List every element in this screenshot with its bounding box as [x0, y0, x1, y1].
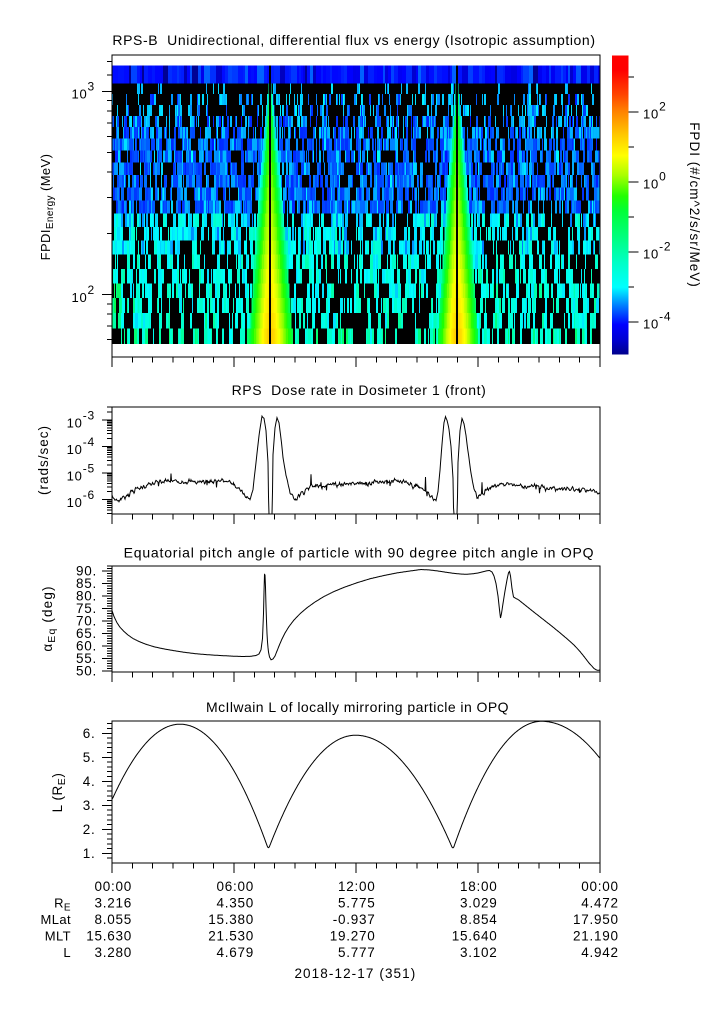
svg-text:4.942: 4.942 [581, 945, 619, 960]
svg-text:21.190: 21.190 [573, 929, 619, 944]
svg-text:2.: 2. [83, 822, 96, 837]
svg-text:00:00: 00:00 [581, 879, 619, 894]
svg-text:MLat: MLat [40, 912, 71, 927]
svg-text:L: L [63, 945, 71, 960]
svg-text:5.775: 5.775 [338, 896, 376, 911]
svg-text:00:00: 00:00 [94, 879, 132, 894]
svg-text:3.280: 3.280 [94, 945, 132, 960]
svg-text:3.029: 3.029 [460, 896, 498, 911]
svg-text:FPDIEnergy (MeV): FPDIEnergy (MeV) [38, 154, 56, 261]
svg-text:8.854: 8.854 [460, 912, 498, 927]
svg-text:3.102: 3.102 [460, 945, 498, 960]
svg-text:1.: 1. [83, 846, 96, 861]
svg-text:McIlwain L of locally mirrorin: McIlwain L of locally mirroring particle… [206, 699, 509, 715]
svg-text:5.: 5. [83, 750, 96, 765]
svg-text:(rads/sec): (rads/sec) [36, 425, 51, 495]
svg-text:90.: 90. [76, 564, 97, 579]
svg-text:4.: 4. [83, 774, 96, 789]
svg-text:60.: 60. [76, 639, 97, 654]
svg-text:4.350: 4.350 [216, 896, 254, 911]
svg-text:8.055: 8.055 [94, 912, 132, 927]
svg-text:2018-12-17 (351): 2018-12-17 (351) [294, 966, 416, 981]
svg-text:06:00: 06:00 [216, 879, 254, 894]
svg-text:85.: 85. [76, 576, 97, 591]
svg-text:4.679: 4.679 [216, 945, 254, 960]
svg-text:80.: 80. [76, 589, 97, 604]
svg-text:5.777: 5.777 [338, 945, 376, 960]
svg-text:75.: 75. [76, 601, 97, 616]
svg-text:15.640: 15.640 [452, 929, 498, 944]
svg-text:12:00: 12:00 [338, 879, 376, 894]
svg-text:-0.937: -0.937 [333, 912, 376, 927]
svg-text:18:00: 18:00 [460, 879, 498, 894]
svg-text:55.: 55. [76, 651, 97, 666]
svg-text:3.: 3. [83, 798, 96, 813]
svg-text:FPDI (#/cm^2/s/sr/MeV): FPDI (#/cm^2/s/sr/MeV) [687, 122, 702, 288]
svg-text:70.: 70. [76, 614, 97, 629]
svg-text:Equatorial pitch angle of part: Equatorial pitch angle of particle with … [124, 545, 595, 561]
svg-text:15.380: 15.380 [208, 912, 254, 927]
svg-text:17.950: 17.950 [573, 912, 619, 927]
svg-text:6.: 6. [83, 726, 96, 741]
svg-text:50.: 50. [76, 664, 97, 679]
svg-text:RPS Dose rate in Dosimeter 1: RPS Dose rate in Dosimeter 1 (front) [232, 382, 487, 398]
svg-text:3.216: 3.216 [94, 896, 132, 911]
svg-text:21.530: 21.530 [208, 929, 254, 944]
svg-text:RPS-B Unidirectional, differe: RPS-B Unidirectional, differential flux … [112, 32, 595, 48]
svg-text:4.472: 4.472 [581, 896, 619, 911]
svg-text:MLT: MLT [45, 929, 71, 944]
svg-text:15.630: 15.630 [86, 929, 132, 944]
svg-text:19.270: 19.270 [330, 929, 376, 944]
svg-text:65.: 65. [76, 626, 97, 641]
